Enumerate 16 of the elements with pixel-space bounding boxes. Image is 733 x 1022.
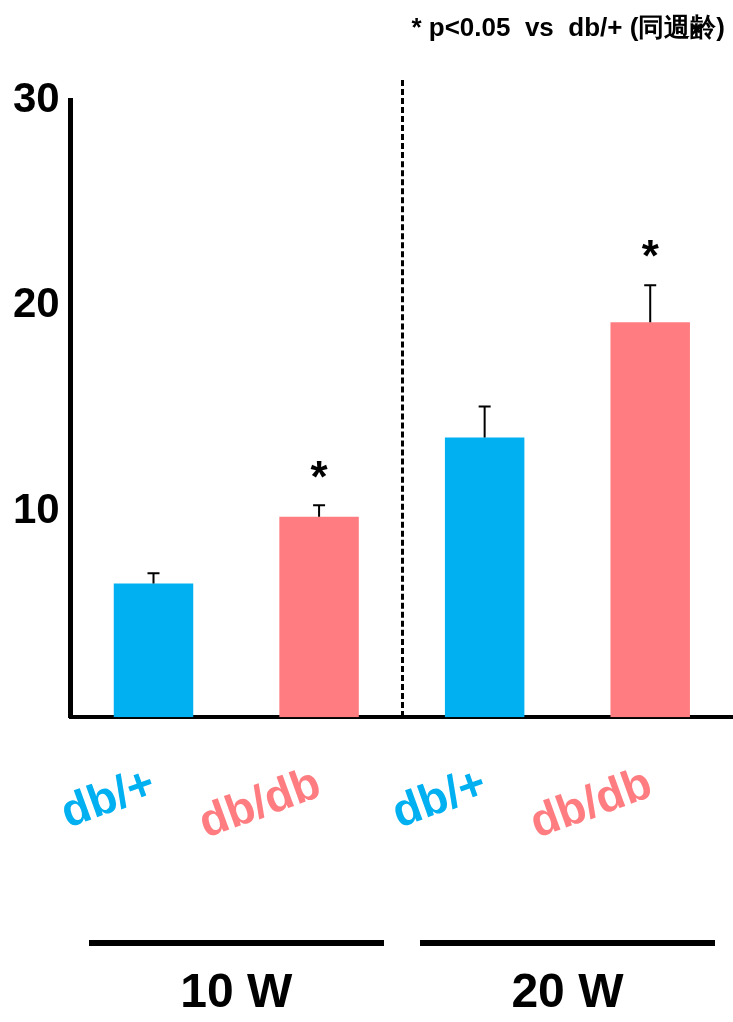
x-tick-label: db/+ (384, 755, 493, 838)
x-tick-label: db/db (191, 755, 327, 848)
x-tick-label: db/+ (53, 755, 162, 838)
chart-title: * p<0.05 vs db/+ (同週齢) (411, 12, 725, 43)
text: 20 W (511, 964, 625, 1018)
bar (444, 437, 525, 718)
data-label: * (310, 451, 329, 501)
bar (610, 322, 690, 718)
bar (279, 516, 359, 718)
x-tick-label: db/db (522, 755, 658, 848)
data-label: * (641, 231, 660, 281)
y-tick-label: 20 (13, 279, 60, 327)
y-tick-label: 10 (13, 485, 60, 533)
bar (113, 583, 194, 718)
y-tick-label: 30 (13, 73, 60, 121)
text: 10 W (180, 964, 293, 1018)
